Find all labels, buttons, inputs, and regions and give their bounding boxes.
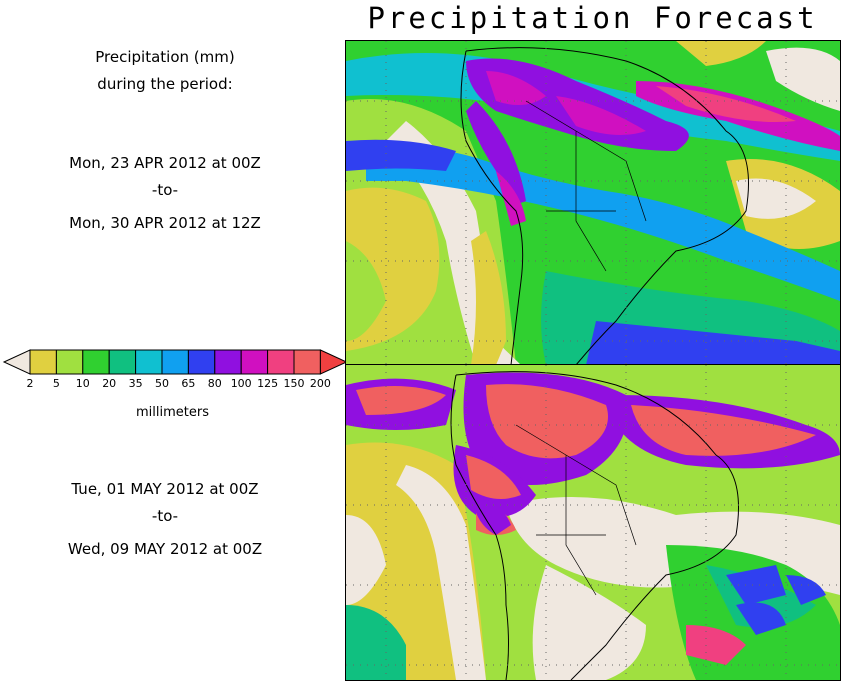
legend-tick-label: 125	[257, 377, 278, 390]
period2-separator: -to-	[151, 507, 179, 525]
period2-start: Tue, 01 MAY 2012 at 00Z	[71, 480, 259, 498]
legend-tick-label: 50	[155, 377, 169, 390]
legend-swatch	[293, 349, 321, 375]
period-2-map	[345, 364, 841, 681]
legend-swatch	[108, 349, 137, 375]
period-heading-line2: during the period:	[97, 75, 233, 93]
legend-tick-label: 80	[208, 377, 222, 390]
legend-tick-label: 35	[129, 377, 143, 390]
chart-title: Precipitation Forecast	[367, 1, 818, 35]
legend-swatch	[240, 349, 269, 375]
legend-low-arrow	[2, 349, 31, 375]
legend-high-arrow	[319, 349, 345, 375]
legend-swatch	[29, 349, 57, 375]
legend-tick-label: 200	[310, 377, 331, 390]
legend-tick-label: 20	[102, 377, 116, 390]
period-heading-line1: Precipitation (mm)	[95, 48, 235, 66]
legend-tick-label: 65	[181, 377, 195, 390]
legend-unit-label: millimeters	[136, 405, 209, 420]
legend-swatch	[214, 349, 242, 375]
legend-tick-label: 2	[27, 377, 34, 390]
period2-end: Wed, 09 MAY 2012 at 00Z	[67, 540, 263, 558]
legend-tick-label: 100	[231, 377, 252, 390]
legend-swatch	[161, 349, 189, 375]
legend-tick-label: 10	[76, 377, 90, 390]
legend-swatch	[187, 349, 216, 375]
period-1-map-graphic	[346, 41, 840, 365]
legend-swatch	[135, 349, 163, 375]
period1-separator: -to-	[151, 181, 179, 199]
period-2-map-graphic	[346, 365, 840, 680]
legend-swatch	[267, 349, 295, 375]
precipitation-color-legend: 2 5 10 20 35 50 65 80 100 125 150 200	[2, 349, 345, 390]
period1-start: Mon, 23 APR 2012 at 00Z	[69, 154, 261, 172]
legend-tick-label: 5	[53, 377, 60, 390]
legend-swatch	[55, 349, 84, 375]
period1-end: Mon, 30 APR 2012 at 12Z	[69, 214, 261, 232]
legend-swatch	[82, 349, 110, 375]
legend-tick-label: 150	[284, 377, 305, 390]
period-1-map	[345, 40, 841, 366]
